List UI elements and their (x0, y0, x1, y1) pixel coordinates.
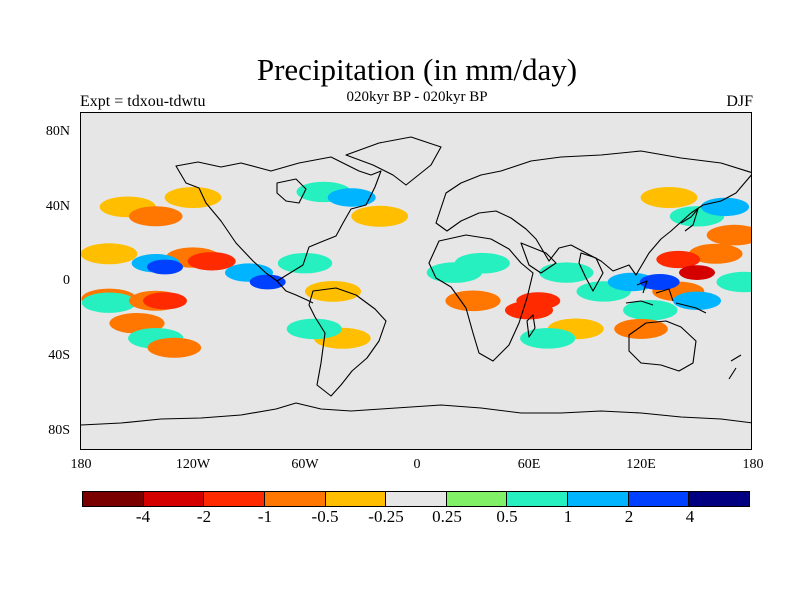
coastline-arabia (520, 242, 557, 274)
precip-anomaly-blob (187, 252, 236, 271)
precip-anomaly-blob (164, 187, 222, 208)
lat-tick-label: 80S (48, 423, 70, 438)
precip-anomaly-blob (327, 188, 376, 207)
precip-anomaly-blob (688, 243, 743, 264)
colorbar-box (325, 492, 387, 506)
coastline-south-america (308, 287, 387, 397)
precip-anomaly-blob (640, 187, 698, 208)
lon-tick-label: 60W (291, 457, 319, 472)
precip-anomaly-blob (639, 274, 680, 290)
coastline-north-america (175, 156, 382, 282)
chart-title: Precipitation (in mm/day) (256, 52, 578, 87)
colorbar-label: 1 (563, 507, 573, 526)
precip-anomaly-blob (706, 224, 751, 246)
precip-anomaly-blob (656, 250, 701, 269)
colorbar-label: 2 (624, 507, 634, 526)
colorbar (82, 491, 750, 507)
coastline-central-america (276, 280, 314, 304)
precip-anomaly-blob (81, 292, 137, 313)
colorbar-label: 0.25 (432, 507, 462, 526)
precip-anomaly-blob (81, 243, 138, 265)
coastline-madagascar (526, 314, 536, 338)
colorbar-box (446, 492, 508, 506)
precip-anomaly-blob (679, 265, 715, 280)
lat-tick-label: 0 (63, 273, 70, 288)
precip-anomaly-blob (147, 259, 183, 275)
coastline-greenland (345, 136, 442, 186)
precip-anomaly-blob (520, 328, 576, 349)
lat-tick-label: 40S (48, 348, 70, 363)
precip-anomaly-blob (143, 292, 187, 310)
coastline-australia (628, 320, 697, 372)
colorbar-label: -4 (135, 507, 151, 526)
colorbar-box (264, 492, 326, 506)
colorbar-box (689, 492, 750, 506)
precip-anomaly-blob (614, 318, 668, 339)
coastline-eurasia (435, 150, 751, 276)
colorbar-box (204, 492, 265, 506)
chart-subtitle: 020kyr BP - 020kyr BP (346, 89, 488, 105)
precip-anomaly-blob (701, 197, 749, 217)
precip-anomaly-blob (673, 291, 721, 310)
map-panel (80, 112, 752, 450)
colorbar-label: 0.5 (496, 507, 518, 526)
lon-tick-label: 120W (175, 457, 211, 472)
lon-tick-label: 60E (517, 457, 541, 472)
season-label: DJF (726, 93, 753, 110)
precip-anomaly-blob (539, 262, 594, 283)
colorbar-label: -2 (196, 507, 212, 526)
precipitation-map (81, 136, 751, 426)
colorbar-box (507, 492, 569, 506)
precip-anomaly-blob (351, 205, 409, 227)
colorbar-box (83, 492, 144, 506)
precip-anomaly-blob (286, 318, 342, 340)
coastline-japan (680, 208, 699, 232)
coastline-new-zealand (728, 354, 742, 380)
coastline-indonesia (625, 280, 707, 314)
lat-tick-label: 40N (45, 199, 70, 214)
coastline-antarctica (81, 402, 751, 426)
precip-anomaly-blob (716, 271, 751, 293)
coastline-africa (428, 234, 534, 362)
colorbar-label: -0.25 (368, 507, 404, 526)
precip-anomaly-blob (128, 206, 183, 227)
precip-anomaly-blob (249, 274, 286, 290)
lat-tick-label: 80N (45, 124, 70, 139)
coastline-hudson-bay (276, 178, 307, 204)
colorbar-label: 4 (685, 507, 695, 526)
colorbar-box (628, 492, 690, 506)
colorbar-label: -1 (257, 507, 273, 526)
precip-anomaly-blob (426, 262, 482, 283)
lon-tick-label: 180 (70, 457, 92, 472)
precip-anomaly-blob (147, 337, 202, 358)
precip-anomaly-blob (445, 290, 501, 312)
lon-tick-label: 120E (626, 457, 656, 472)
coastline-india (578, 252, 604, 292)
colorbar-box (386, 492, 447, 506)
experiment-label: Expt = tdxou-tdwtu (80, 93, 206, 110)
lon-tick-label: 180 (742, 457, 764, 472)
precip-anomaly-blob (305, 281, 361, 302)
colorbar-label: -0.5 (311, 507, 339, 526)
colorbar-box (143, 492, 205, 506)
colorbar-box (568, 492, 629, 506)
precip-anomaly-blob (277, 253, 333, 274)
lon-tick-label: 0 (413, 457, 421, 472)
precip-anomaly-blob (516, 292, 561, 310)
precip-anomaly-blob (623, 300, 678, 321)
